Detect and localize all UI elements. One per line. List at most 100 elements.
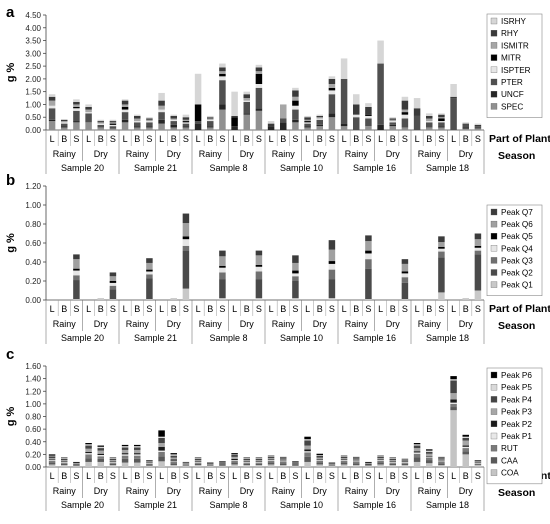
bar-segment: [109, 460, 117, 462]
bar-segment: [365, 241, 372, 251]
bar-segment: [85, 122, 92, 130]
part-label: S: [183, 304, 189, 314]
part-label: S: [438, 134, 444, 144]
bar-segment: [340, 123, 348, 127]
bar-segment: [267, 456, 275, 459]
bar-segment: [401, 460, 409, 462]
part-label: B: [463, 304, 469, 314]
bar-segment: [340, 456, 348, 459]
bar-segment: [121, 455, 129, 459]
bar-segment: [182, 126, 190, 128]
bar-segment: [292, 298, 299, 300]
bar-segment: [48, 459, 56, 461]
legend-label: CAA: [501, 456, 518, 465]
bar-segment: [255, 110, 263, 130]
bar-segment: [389, 121, 396, 123]
bar-segment: [438, 121, 445, 123]
bar-segment: [377, 462, 384, 465]
bar-segment: [182, 461, 190, 463]
bar-segment: [353, 104, 360, 115]
legend-label: Peak P3: [501, 408, 532, 417]
bar-segment: [328, 76, 336, 79]
bar-segment: [182, 465, 190, 466]
legend-label: Peak P5: [501, 383, 532, 392]
bar-segment: [146, 461, 153, 462]
bar-segment: [401, 263, 409, 272]
bar-segment: [316, 460, 323, 461]
bar-segment: [450, 98, 457, 130]
bar-segment: [413, 457, 421, 462]
season-label: Dry: [94, 149, 108, 159]
x-title-season: Season: [498, 150, 535, 162]
bar-segment: [304, 119, 311, 122]
y-tick-label: 0.80: [25, 220, 41, 229]
season-label: Rainy: [126, 319, 150, 329]
bar-segment: [182, 465, 190, 467]
season-label: Dry: [240, 319, 254, 329]
bar-segment: [426, 121, 433, 123]
bar-segment: [231, 454, 238, 456]
part-label: S: [110, 471, 116, 481]
bar-segment: [146, 278, 153, 300]
bar-segment: [182, 250, 190, 289]
bar-segment: [219, 279, 226, 299]
part-label: L: [342, 134, 347, 144]
legend-label: Peak Q3: [501, 256, 533, 265]
bar-segment: [401, 109, 409, 113]
bar-segment: [474, 463, 482, 465]
part-label: B: [426, 134, 432, 144]
part-label: S: [438, 471, 444, 481]
legend-swatch: [490, 469, 498, 476]
bar-segment: [134, 454, 141, 456]
bar-segment: [316, 455, 323, 458]
bar-segment: [61, 461, 68, 462]
part-label: L: [50, 471, 55, 481]
season-label: Rainy: [53, 486, 77, 496]
bar-segment: [328, 298, 336, 300]
y-tick-label: 3.00: [25, 49, 41, 58]
part-label: L: [159, 471, 164, 481]
bar-segment: [353, 461, 360, 462]
sample-label: Sample 20: [61, 163, 104, 173]
bar-segment: [219, 267, 226, 273]
bar-segment: [61, 463, 68, 466]
legend-label: Peak P1: [501, 432, 532, 441]
part-label: S: [73, 471, 79, 481]
bar-segment: [426, 460, 433, 464]
bar-segment: [207, 464, 214, 466]
bar-segment: [304, 126, 311, 128]
bar-segment: [304, 452, 311, 457]
bar-segment: [292, 461, 299, 463]
bar-segment: [255, 463, 263, 466]
bar-segment: [219, 76, 226, 81]
season-label: Rainy: [272, 319, 296, 329]
bar-segment: [158, 92, 165, 101]
season-label: Dry: [94, 319, 108, 329]
part-label: L: [232, 471, 237, 481]
bar-segment: [377, 460, 384, 463]
season-label: Dry: [94, 486, 108, 496]
bar-segment: [316, 457, 323, 460]
bar-segment: [267, 456, 275, 457]
bar-segment: [73, 122, 80, 130]
y-tick-label: 0.50: [25, 113, 41, 122]
bar-segment: [170, 463, 177, 466]
part-label: S: [402, 471, 408, 481]
bar-segment: [61, 123, 68, 127]
bar-segment: [328, 269, 336, 280]
bar-segment: [292, 262, 299, 271]
sample-label: Sample 20: [61, 500, 104, 510]
bar-segment: [134, 462, 141, 467]
bar-segment: [401, 299, 409, 300]
bar-segment: [170, 119, 177, 122]
bar-segment: [377, 124, 384, 130]
bar-segment: [207, 115, 214, 118]
season-label: Dry: [313, 149, 327, 159]
bar-segment: [158, 112, 165, 120]
bar-segment: [316, 119, 323, 125]
sample-label: Sample 18: [426, 333, 469, 343]
bar-segment: [280, 461, 287, 462]
bar-segment: [85, 461, 92, 467]
part-label: S: [219, 134, 225, 144]
bar-segment: [85, 444, 92, 446]
